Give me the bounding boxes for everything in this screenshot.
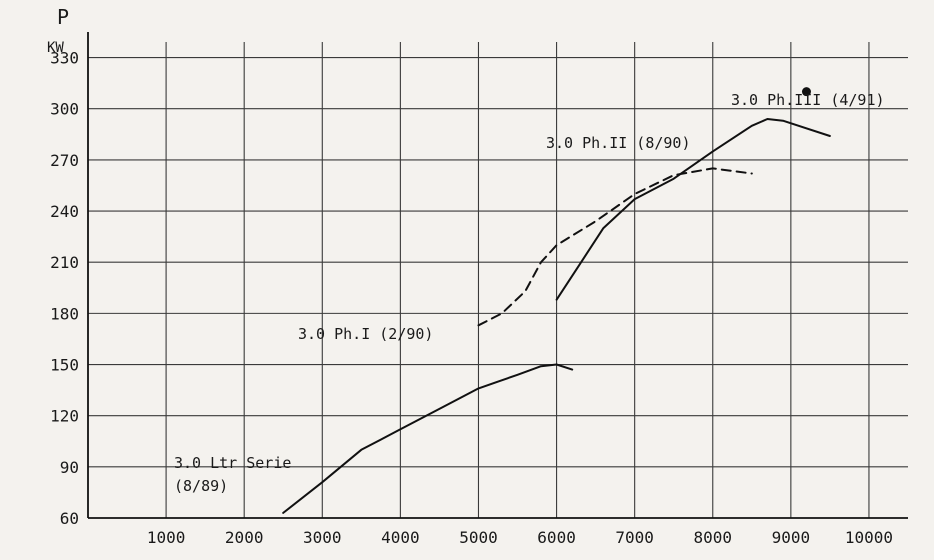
series-line-0 (282, 363, 574, 514)
x-tick-label: 6000 (537, 528, 576, 547)
x-tick-label: 1000 (147, 528, 186, 547)
label-ph1: 3.0 Ph.I (2/90) (298, 325, 433, 343)
y-tick-label: 240 (50, 202, 79, 221)
x-tick-label: 8000 (693, 528, 732, 547)
series-lines (282, 87, 831, 514)
y-tick-labels: 60 90 120 150 180 210 240 270 300 330 (50, 49, 79, 528)
label-serie-line2: (8/89) (174, 477, 228, 495)
y-tick-label: 300 (50, 100, 79, 119)
x-tick-label: 5000 (459, 528, 498, 547)
y-tick-label: 180 (50, 304, 79, 323)
y-tick-label: 330 (50, 49, 79, 68)
x-tick-label: 7000 (615, 528, 654, 547)
y-tick-label: 270 (50, 151, 79, 170)
y-tick-label: 60 (60, 509, 79, 528)
label-serie-line1: 3.0 Ltr Serie (174, 454, 291, 472)
y-tick-label: 210 (50, 253, 79, 272)
label-ph2: 3.0 Ph.II (8/90) (546, 134, 691, 152)
axes (87, 32, 908, 519)
label-ph3: 3.0 Ph.III (4/91) (731, 91, 885, 109)
x-tick-label: 4000 (381, 528, 420, 547)
x-tick-label: 2000 (225, 528, 264, 547)
y-tick-label: 120 (50, 407, 79, 426)
x-tick-labels: 1000 2000 3000 4000 5000 6000 7000 8000 9000 1000… (147, 528, 893, 547)
series-point-ph3 (801, 87, 811, 97)
y-tick-label: 150 (50, 356, 79, 375)
series-line-2 (555, 118, 831, 301)
x-tick-label: 3000 (303, 528, 342, 547)
y-axis-symbol: P (57, 5, 69, 29)
grid (88, 42, 908, 518)
x-tick-label: 10000 (845, 528, 893, 547)
x-tick-label: 9000 (772, 528, 811, 547)
series-line-1 (477, 167, 753, 327)
y-tick-label: 90 (60, 458, 79, 477)
y-axis-unit: KW (47, 40, 64, 56)
